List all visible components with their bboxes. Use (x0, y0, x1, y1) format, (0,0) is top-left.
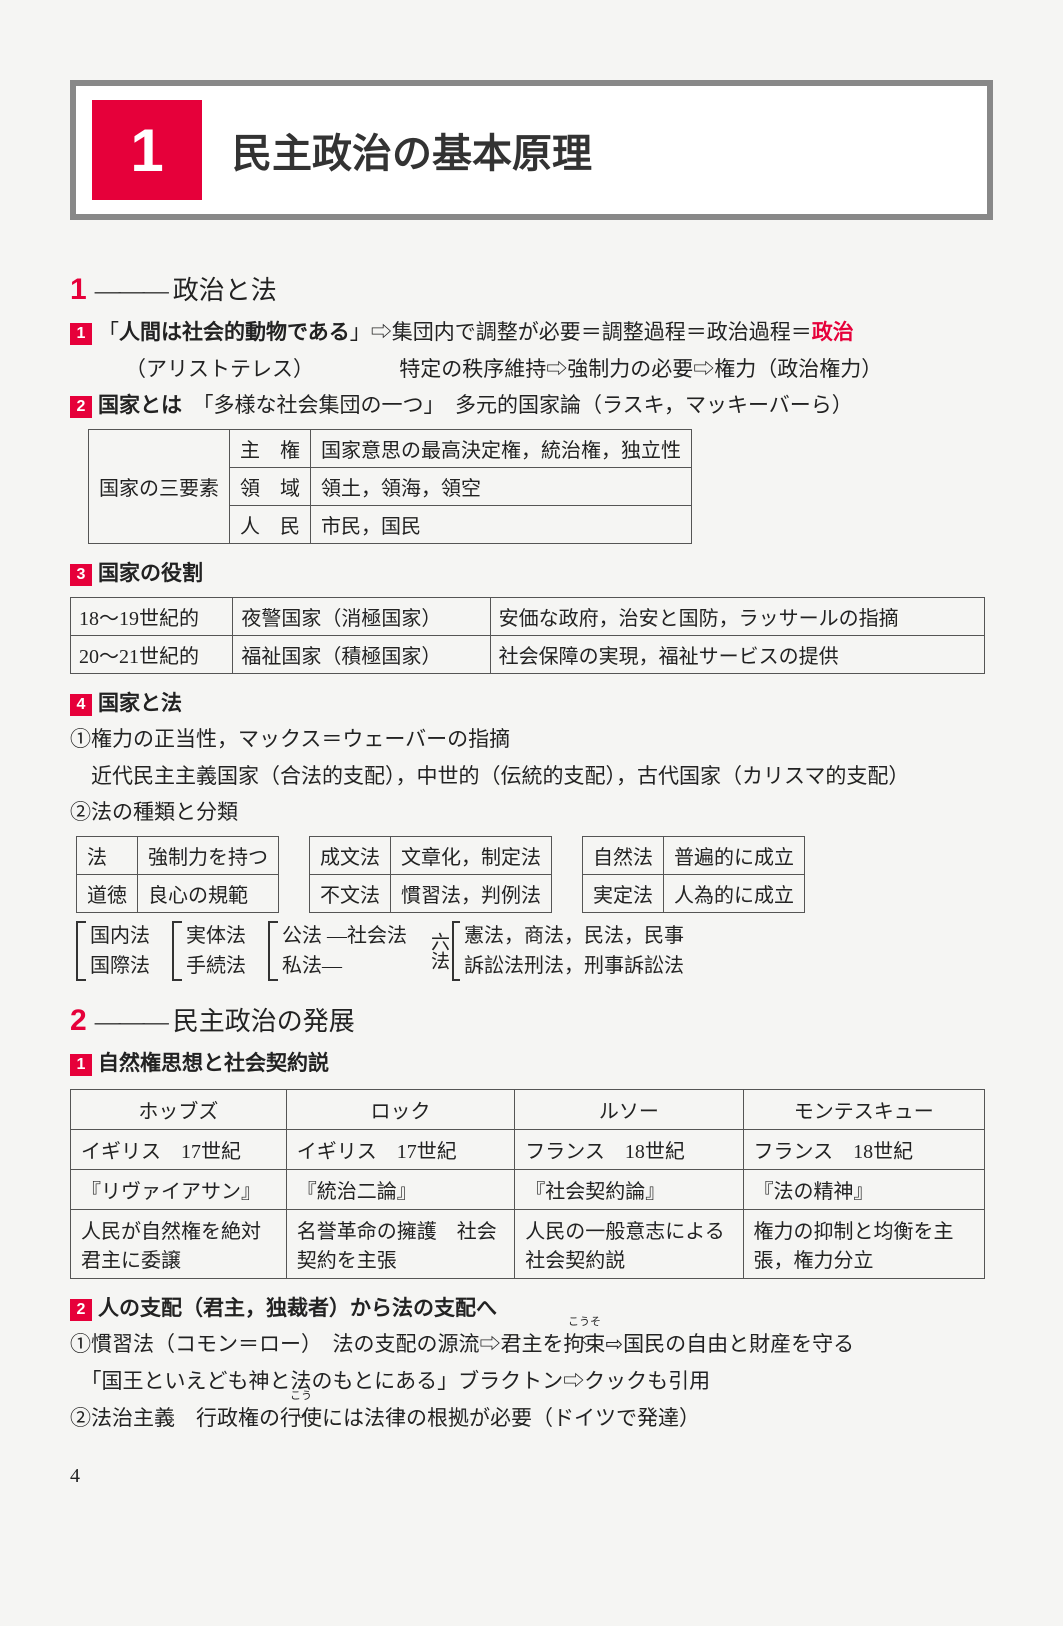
item-badge: 2 (70, 1299, 92, 1321)
section-title: 政治と法 (173, 270, 277, 307)
item-badge: 1 (70, 1054, 92, 1076)
s1-item1-line2: （アリストテレス） 特定の秩序維持⇨強制力の必要⇨権力（政治権力） (70, 352, 993, 387)
item-badge: 2 (70, 396, 92, 418)
s2-item2-l3: ②法治主義 行政権のこう し行使には法律の根拠が必要（ドイツで発達） (70, 1401, 993, 1436)
six-laws: 六法 憲法，商法，民法，民事 訴訟法刑法，刑事訴訟法 (429, 921, 684, 981)
s1-item4: 4国家と法 (70, 686, 993, 721)
section-number: 2 (70, 1004, 87, 1038)
s1-item4-l1: ①権力の正当性，マックス＝ウェーバーの指摘 (70, 722, 993, 757)
state-roles-table: 18～19世紀的夜警国家（消極国家）安価な政府，治安と国防，ラッサールの指摘 2… (70, 597, 985, 674)
section-1-heading: 1 ——— 政治と法 (70, 270, 993, 307)
s2-item2-l2: 「国王といえども神と法のもとにある」ブラクトン⇨クックも引用 (70, 1364, 993, 1399)
s1-item4-l3: ②法の種類と分類 (70, 795, 993, 830)
page-number: 4 (70, 1465, 993, 1488)
section-dash: ——— (95, 1007, 167, 1037)
s2-item2-l1: ①慣習法（コモン＝ロー） 法の支配の源流⇨君主をこうそく拘束⇨国民の自由と財産を… (70, 1327, 993, 1362)
section-title: 民主政治の発展 (173, 1001, 355, 1038)
bracket-substantive-procedural: 実体法 手続法 (172, 921, 248, 981)
mini-table-3: 自然法普遍的に成立 実定法人為的に成立 (582, 836, 805, 913)
thinkers-table: ホッブズ ロック ルソー モンテスキュー イギリス 17世紀 イギリス 17世紀… (70, 1089, 985, 1279)
s1-item3: 3国家の役割 (70, 556, 993, 591)
law-brackets-row: 国内法 国際法 実体法 手続法 公法 —社会法 私法— 六法 憲法，商法，民法，… (76, 921, 993, 981)
item-badge: 3 (70, 564, 92, 586)
s1-item1-line1: 1「人間は社会的動物である」⇨集団内で調整が必要＝調整過程＝政治過程＝政治 (70, 315, 993, 350)
section-dash: ——— (95, 276, 167, 306)
table-rowspan-label: 国家の三要素 (89, 429, 230, 543)
chapter-title: 民主政治の基本原理 (232, 121, 592, 179)
bracket-public-private: 公法 —社会法 私法— (268, 921, 409, 981)
item-badge: 4 (70, 694, 92, 716)
law-mini-tables: 法強制力を持つ 道徳良心の規範 成文法文章化，制定法 不文法慣習法，判例法 自然… (76, 836, 993, 913)
s2-item1: 1自然権思想と社会契約説 (70, 1046, 993, 1081)
bracket-domestic-intl: 国内法 国際法 (76, 921, 152, 981)
s1-item2: 2国家とは 「多様な社会集団の一つ」 多元的国家論（ラスキ，マッキーバーら） (70, 388, 993, 423)
chapter-number-badge: 1 (92, 100, 202, 200)
s2-item2: 2人の支配（君主，独裁者）から法の支配へ (70, 1291, 993, 1326)
section-number: 1 (70, 273, 87, 307)
section-2-heading: 2 ——— 民主政治の発展 (70, 1001, 993, 1038)
chapter-header: 1 民主政治の基本原理 (70, 80, 993, 220)
three-elements-table: 国家の三要素 主 権 国家意思の最高決定権，統治権，独立性 領 域領土，領海，領… (88, 429, 692, 544)
s1-item4-l2: 近代民主主義国家（合法的支配），中世的（伝統的支配），古代国家（カリスマ的支配） (70, 759, 993, 794)
item-badge: 1 (70, 323, 92, 345)
mini-table-1: 法強制力を持つ 道徳良心の規範 (76, 836, 279, 913)
mini-table-2: 成文法文章化，制定法 不文法慣習法，判例法 (309, 836, 552, 913)
